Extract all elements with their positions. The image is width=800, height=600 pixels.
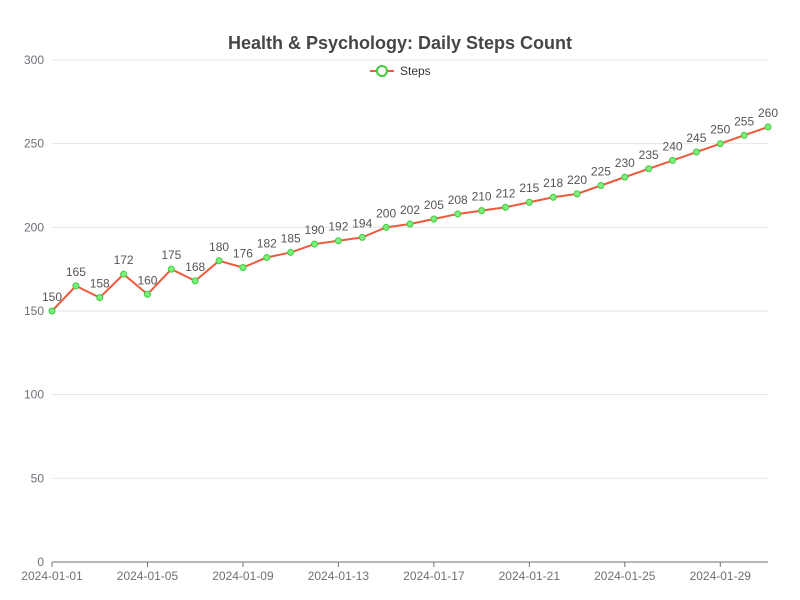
data-label: 255 — [734, 114, 754, 128]
data-label: 250 — [710, 123, 730, 137]
x-tick-label: 2024-01-01 — [21, 569, 83, 583]
legend-label-steps: Steps — [400, 64, 431, 78]
data-point[interactable] — [263, 253, 271, 261]
y-tick-label: 250 — [24, 137, 44, 151]
data-point[interactable] — [143, 290, 151, 298]
data-point[interactable] — [430, 215, 438, 223]
data-label: 205 — [424, 198, 444, 212]
data-label: 165 — [66, 265, 86, 279]
series-steps — [48, 123, 772, 315]
y-tick-label: 200 — [24, 220, 44, 234]
x-tick-label: 2024-01-29 — [690, 569, 752, 583]
data-label: 230 — [615, 156, 635, 170]
data-point[interactable] — [716, 140, 724, 148]
data-label: 168 — [185, 260, 205, 274]
data-point[interactable] — [215, 257, 223, 265]
data-label: 194 — [352, 216, 372, 230]
data-point[interactable] — [478, 207, 486, 215]
data-label: 240 — [663, 139, 683, 153]
data-point[interactable] — [239, 263, 247, 271]
data-label: 172 — [114, 253, 134, 267]
y-tick-label: 150 — [24, 304, 44, 318]
data-point[interactable] — [525, 198, 533, 206]
data-label: 208 — [448, 193, 468, 207]
legend-marker-swatch — [376, 65, 388, 77]
data-point[interactable] — [167, 265, 175, 273]
data-label: 175 — [161, 248, 181, 262]
y-tick-label: 300 — [24, 53, 44, 67]
data-label: 180 — [209, 240, 229, 254]
chart-title: Health & Psychology: Daily Steps Count — [228, 33, 572, 53]
data-label: 215 — [519, 181, 539, 195]
data-point[interactable] — [72, 282, 80, 290]
data-point[interactable] — [311, 240, 319, 248]
data-point[interactable] — [621, 173, 629, 181]
x-tick-label: 2024-01-21 — [499, 569, 561, 583]
data-point[interactable] — [740, 131, 748, 139]
x-tick-label: 2024-01-25 — [594, 569, 656, 583]
legend[interactable]: Steps — [370, 64, 431, 78]
data-label: 212 — [495, 186, 515, 200]
data-label: 202 — [400, 203, 420, 217]
data-label: 235 — [639, 148, 659, 162]
data-label: 218 — [543, 176, 563, 190]
data-point[interactable] — [669, 156, 677, 164]
data-label: 176 — [233, 246, 253, 260]
data-label: 260 — [758, 106, 778, 120]
data-point[interactable] — [406, 220, 414, 228]
data-label: 200 — [376, 206, 396, 220]
grid-lines — [52, 59, 768, 479]
data-point[interactable] — [96, 294, 104, 302]
y-tick-label: 0 — [37, 555, 44, 569]
data-point[interactable] — [573, 190, 581, 198]
data-label: 225 — [591, 165, 611, 179]
data-label: 192 — [328, 220, 348, 234]
x-tick-label: 2024-01-09 — [212, 569, 274, 583]
data-point[interactable] — [454, 210, 462, 218]
data-point[interactable] — [645, 165, 653, 173]
data-point[interactable] — [334, 237, 342, 245]
data-label: 160 — [137, 273, 157, 287]
data-label: 210 — [472, 190, 492, 204]
data-point[interactable] — [48, 307, 56, 315]
data-point[interactable] — [692, 148, 700, 156]
data-point[interactable] — [287, 248, 295, 256]
data-label: 190 — [305, 223, 325, 237]
data-point[interactable] — [549, 193, 557, 201]
data-label: 245 — [686, 131, 706, 145]
y-tick-label: 50 — [31, 471, 45, 485]
data-point[interactable] — [764, 123, 772, 131]
x-tick-label: 2024-01-05 — [117, 569, 179, 583]
data-point[interactable] — [501, 203, 509, 211]
data-label: 150 — [42, 290, 62, 304]
data-point[interactable] — [597, 182, 605, 189]
data-point[interactable] — [191, 277, 199, 285]
y-tick-label: 100 — [24, 388, 44, 402]
data-point[interactable] — [382, 223, 390, 231]
x-tick-label: 2024-01-13 — [308, 569, 370, 583]
x-tick-label: 2024-01-17 — [403, 569, 465, 583]
data-label: 185 — [281, 231, 301, 245]
data-label: 158 — [90, 277, 110, 291]
data-label: 220 — [567, 173, 587, 187]
data-point[interactable] — [120, 270, 128, 278]
data-label: 182 — [257, 236, 277, 250]
data-point[interactable] — [358, 233, 366, 241]
series-line-steps — [51, 125, 769, 312]
axes: 0 50 100 150 200 250 300 2024-01-01 2024-01-05 20… — [21, 53, 768, 583]
